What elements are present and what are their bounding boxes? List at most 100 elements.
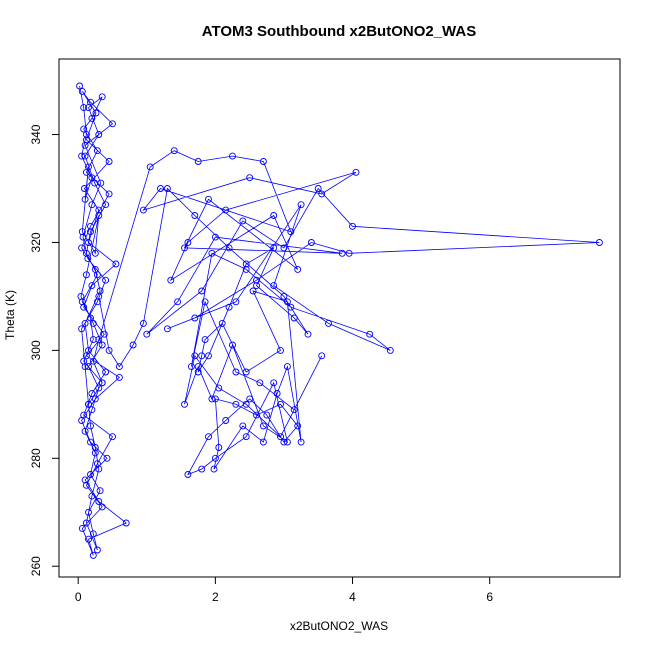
- x-tick-label: 6: [486, 590, 493, 604]
- data-point: [80, 104, 88, 112]
- data-point: [290, 314, 298, 322]
- data-point: [98, 93, 106, 101]
- data-point: [80, 125, 88, 133]
- data-point: [222, 206, 230, 214]
- data-point: [95, 336, 103, 344]
- data-point: [304, 330, 312, 338]
- data-point: [210, 465, 218, 473]
- data-point: [80, 411, 88, 419]
- data-point: [239, 422, 247, 430]
- data-point: [85, 535, 92, 543]
- data-point: [88, 406, 96, 414]
- data-point: [181, 244, 188, 252]
- data-point: [78, 87, 86, 95]
- data-point: [290, 406, 298, 414]
- data-point: [270, 282, 278, 290]
- data-point: [253, 282, 260, 290]
- data-point: [256, 379, 264, 387]
- data-point: [87, 438, 94, 446]
- data-point: [82, 136, 90, 144]
- data-point: [386, 346, 394, 354]
- data-point: [253, 276, 260, 284]
- data-point: [277, 346, 284, 354]
- data-point: [95, 384, 103, 392]
- data-point: [184, 239, 192, 246]
- data-point: [88, 174, 96, 182]
- data-point: [81, 427, 89, 435]
- data-point: [105, 190, 113, 198]
- data-point: [98, 503, 106, 511]
- data-point: [345, 249, 353, 257]
- data-point: [85, 239, 92, 246]
- data-point: [225, 303, 233, 311]
- data-point: [100, 330, 108, 338]
- x-axis-label: x2ButONO2_WAS: [290, 619, 388, 633]
- data-point: [242, 368, 250, 376]
- x-axis: 0 2 4 6: [75, 576, 493, 604]
- plot-frame: [58, 58, 621, 578]
- y-axis-label: Theta (K): [3, 290, 17, 340]
- data-point: [115, 363, 123, 371]
- data-point: [129, 341, 137, 349]
- data-point: [170, 147, 178, 155]
- data-point: [314, 185, 322, 192]
- data-point: [187, 363, 195, 371]
- data-point: [181, 400, 188, 408]
- data-point: [82, 519, 90, 527]
- data-point: [366, 330, 374, 338]
- data-point: [191, 212, 199, 219]
- data-point: [139, 206, 147, 214]
- data-point: [91, 444, 99, 451]
- data-point: [208, 249, 216, 257]
- data-point: [79, 233, 87, 241]
- data-point: [95, 465, 103, 473]
- data-point: [105, 346, 113, 354]
- data-point: [82, 481, 90, 489]
- y-tick-label: 300: [29, 340, 43, 360]
- data-point: [249, 287, 257, 295]
- data-point: [98, 379, 106, 387]
- data-point: [91, 395, 99, 403]
- y-tick-label: 280: [29, 448, 43, 468]
- data-point: [76, 82, 84, 90]
- data-point: [85, 104, 92, 112]
- data-point: [109, 120, 116, 128]
- data-point: [80, 185, 88, 192]
- data-point: [89, 551, 97, 559]
- data-point: [92, 109, 100, 117]
- data-point: [229, 341, 236, 349]
- data-point: [87, 471, 94, 478]
- data-point: [103, 454, 111, 462]
- data-point: [294, 265, 302, 273]
- series-line: [79, 85, 600, 556]
- data-point: [95, 206, 103, 214]
- data-point: [277, 400, 284, 408]
- data-point: [318, 352, 326, 360]
- data-point: [82, 168, 90, 176]
- data-point: [89, 319, 97, 327]
- data-point: [242, 433, 250, 441]
- data-point: [280, 292, 288, 300]
- data-point: [198, 352, 206, 360]
- data-point: [78, 325, 86, 333]
- data-point: [198, 287, 206, 295]
- data-point: [215, 444, 223, 451]
- y-tick-label: 260: [29, 556, 43, 576]
- data-point: [283, 298, 291, 306]
- data-point: [307, 239, 315, 246]
- data-point: [87, 314, 94, 322]
- data-point: [157, 185, 164, 192]
- data-point: [81, 195, 89, 203]
- data-point: [85, 400, 92, 408]
- data-point: [280, 244, 288, 252]
- data-point: [87, 228, 94, 236]
- x-tick-label: 2: [212, 590, 219, 604]
- data-point: [82, 249, 90, 257]
- data-point: [229, 152, 236, 160]
- data-point: [208, 395, 216, 403]
- data-point: [88, 201, 96, 209]
- data-point: [78, 524, 86, 532]
- data-point: [78, 228, 86, 236]
- data-point: [201, 298, 209, 306]
